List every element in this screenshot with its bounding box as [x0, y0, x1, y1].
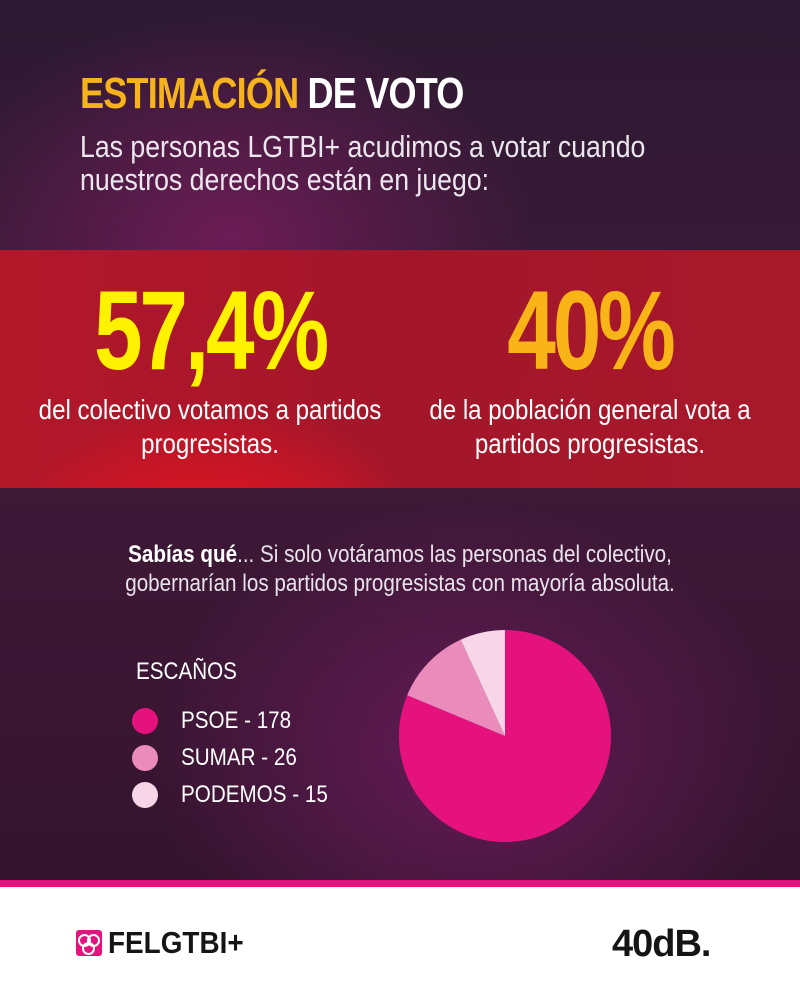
- legend-swatch-sumar: [132, 745, 158, 771]
- footer-stripe: [0, 880, 800, 887]
- did-you-know-text: ... Si solo votáramos las personas del c…: [125, 541, 675, 597]
- stat-general-value: 40%: [507, 268, 676, 393]
- legend-swatch-podemos: [132, 782, 158, 808]
- legend-label-sumar: SUMAR - 26: [181, 744, 297, 771]
- chart-legend-title: ESCAÑOS: [136, 658, 237, 685]
- did-you-know-note: Sabías qué... Si solo votáramos las pers…: [108, 540, 693, 598]
- legend-swatch-psoe: [132, 708, 158, 734]
- title-rest: DE VOTO: [307, 69, 465, 118]
- stat-general: 40% de la población general vota a parti…: [400, 250, 780, 488]
- footer: [0, 887, 800, 1000]
- stat-lgtbi: 57,4% del colectivo votamos a partidos p…: [20, 250, 400, 488]
- legend-label-psoe: PSOE - 178: [181, 707, 292, 734]
- pie-slice-sumar: [407, 639, 505, 736]
- stats-band: 57,4% del colectivo votamos a partidos p…: [0, 250, 800, 488]
- subtitle: Las personas LGTBI+ acudimos a votar cua…: [80, 129, 646, 197]
- title-highlight: ESTIMACIÓN: [80, 69, 299, 118]
- stat-lgtbi-value: 57,4%: [93, 268, 329, 393]
- legend-label-podemos: PODEMOS - 15: [181, 781, 328, 808]
- pie-slice-podemos: [460, 630, 505, 736]
- stat-general-description: de la población general vota a partidos …: [429, 394, 751, 459]
- stat-lgtbi-description: del colectivo votamos a partidos progres…: [38, 394, 382, 459]
- felgtbi-logo-text: FELGTBI+: [108, 925, 244, 960]
- 40db-logo: 40dB.: [612, 923, 711, 965]
- did-you-know-lead: Sabías qué: [128, 541, 238, 568]
- gender-symbols-icon: [76, 930, 102, 956]
- page-title: ESTIMACIÓN DE VOTO: [80, 68, 464, 120]
- seats-pie-chart: [399, 630, 611, 842]
